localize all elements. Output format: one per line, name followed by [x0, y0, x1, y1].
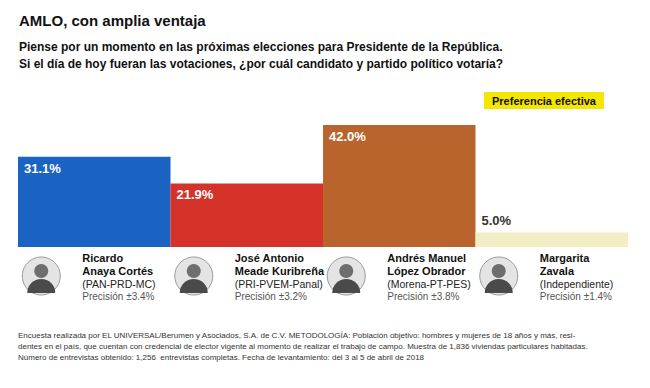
svg-text:Si el día de hoy fueran las vo: Si el día de hoy fueran las votaciones, …: [19, 57, 503, 71]
svg-text:42.0%: 42.0%: [329, 129, 366, 144]
svg-text:dentes en el país, que cuentan: dentes en el país, que cuentan con crede…: [18, 342, 588, 351]
svg-text:21.9%: 21.9%: [177, 187, 214, 202]
svg-text:(PAN-PRD-MC): (PAN-PRD-MC): [82, 278, 155, 290]
svg-text:Andrés Manuel: Andrés Manuel: [387, 252, 466, 264]
svg-text:Piense por un momento en las p: Piense por un momento en las próximas el…: [19, 40, 503, 54]
svg-text:Encuesta realizada por EL UNIV: Encuesta realizada por EL UNIVERSAL/Beru…: [18, 331, 576, 340]
svg-text:Precisión ±3.4%: Precisión ±3.4%: [82, 291, 154, 302]
svg-text:Preferencia efectiva: Preferencia efectiva: [492, 95, 597, 107]
svg-text:31.1%: 31.1%: [24, 161, 61, 176]
svg-text:(Morena-PT-PES): (Morena-PT-PES): [387, 278, 470, 290]
svg-text:Precisión ±3.8%: Precisión ±3.8%: [387, 291, 459, 302]
svg-text:5.0%: 5.0%: [482, 213, 512, 228]
svg-text:(Independiente): (Independiente): [540, 278, 614, 290]
svg-text:López Obrador: López Obrador: [387, 265, 466, 277]
svg-text:José Antonio: José Antonio: [235, 252, 305, 264]
svg-text:(PRI-PVEM-Panal): (PRI-PVEM-Panal): [235, 278, 323, 290]
svg-text:Margarita: Margarita: [540, 252, 590, 264]
svg-text:AMLO, con amplia ventaja: AMLO, con amplia ventaja: [19, 12, 206, 29]
svg-text:Anaya Cortés: Anaya Cortés: [82, 265, 153, 277]
svg-text:Precisión ±1.4%: Precisión ±1.4%: [540, 291, 612, 302]
svg-text:Ricardo: Ricardo: [82, 252, 123, 264]
svg-text:Número de entrevistas obtenido: Número de entrevistas obtenido: 1,256 en…: [18, 353, 425, 362]
svg-text:Zavala: Zavala: [540, 265, 575, 277]
svg-text:Meade Kuribreña: Meade Kuribreña: [235, 265, 325, 277]
svg-text:Precisión ±3.2%: Precisión ±3.2%: [235, 291, 307, 302]
